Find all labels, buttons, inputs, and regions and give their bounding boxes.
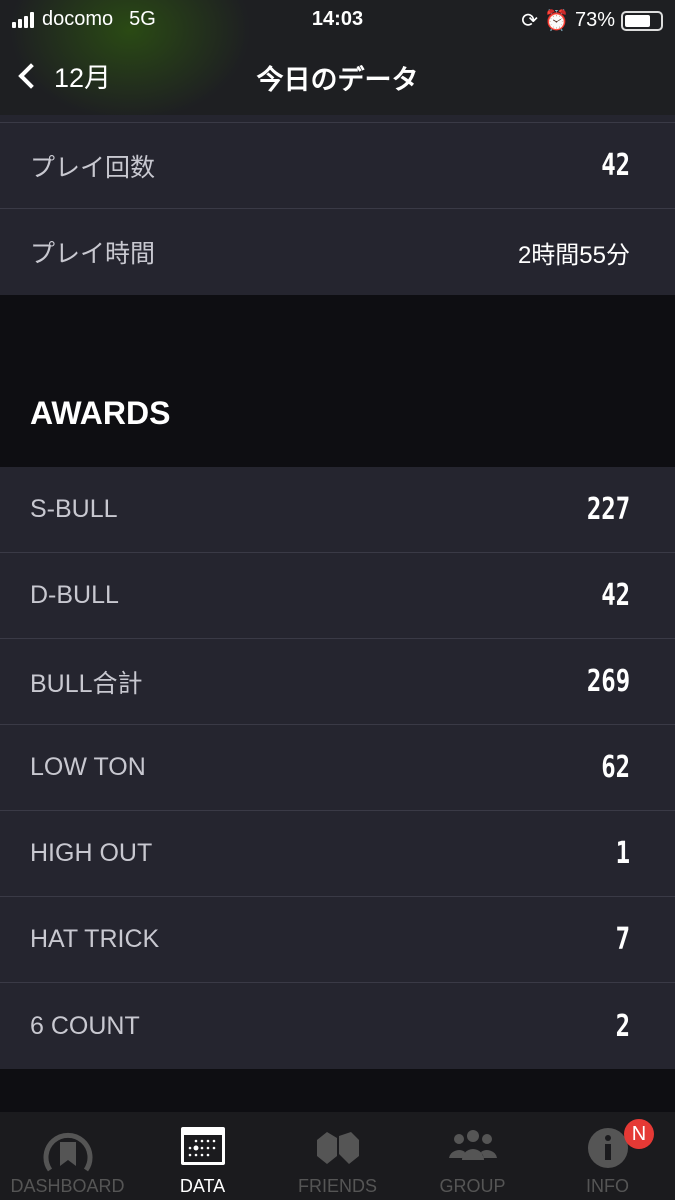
- list-item: HAT TRICK 7: [0, 897, 675, 983]
- item-label: D-BULL: [30, 581, 119, 609]
- network: 5G: [129, 8, 156, 30]
- item-label: LOW TON: [30, 753, 146, 781]
- section-heading: AWARDS: [30, 395, 171, 431]
- notification-badge: N: [624, 1119, 654, 1149]
- item-value: 7: [615, 922, 630, 957]
- calendar-icon: [180, 1127, 225, 1165]
- item-label: HAT TRICK: [30, 925, 160, 953]
- list-item: S-BULL 227: [0, 467, 675, 553]
- carrier: docomo: [42, 8, 114, 30]
- back-label: 12月: [54, 63, 112, 93]
- group-icon: [448, 1130, 497, 1160]
- fist-bump-icon: [316, 1132, 359, 1164]
- tab-data[interactable]: DATA: [135, 1112, 270, 1200]
- battery-percent: 73%: [574, 9, 615, 31]
- summary-list: プレイ回数 42 プレイ時間 2時間55分: [0, 123, 675, 295]
- list-item: HIGH OUT 1: [0, 811, 675, 897]
- list-item: LOW TON 62: [0, 725, 675, 811]
- item-label: BULL合計: [30, 669, 143, 698]
- awards-list: S-BULL 227 D-BULL 42 BULL合計 269 LOW TON 62 H…: [0, 467, 675, 1069]
- item-value: 2時間55分: [517, 241, 630, 269]
- item-label: 6 COUNT: [30, 1011, 140, 1040]
- clock: 14:03: [311, 8, 364, 30]
- item-label: プレイ回数: [30, 153, 156, 182]
- item-label: プレイ時間: [30, 240, 156, 268]
- back-button[interactable]: 12月: [14, 56, 111, 95]
- list-item: プレイ時間 2時間55分: [0, 209, 675, 295]
- item-label: HIGH OUT: [30, 839, 153, 867]
- tab-dashboard[interactable]: DASHBOARD: [0, 1112, 135, 1200]
- item-label: S-BULL: [30, 495, 118, 523]
- list-item: D-BULL 42: [0, 553, 675, 639]
- status-bar: docomo 5G 14:03 ⟳ ⏰ 73%: [0, 6, 675, 32]
- tab-info[interactable]: N INFO: [540, 1112, 675, 1200]
- gauge-icon: [43, 1132, 92, 1172]
- tab-friends[interactable]: FRIENDS: [270, 1112, 405, 1200]
- alarm-icon: ⏰: [544, 10, 569, 32]
- header: docomo 5G 14:03 ⟳ ⏰ 73% 12月 今日のデータ: [0, 0, 675, 115]
- tab-bar: DASHBOARD DATA FRIENDS GROUP N INFO: [0, 1112, 675, 1200]
- item-value: 1: [615, 836, 630, 871]
- page-title: 今日のデータ: [256, 65, 419, 95]
- item-value: 62: [601, 750, 630, 785]
- tab-label: INFO: [586, 1176, 629, 1196]
- item-value: 269: [586, 664, 630, 699]
- tab-label: FRIENDS: [297, 1176, 377, 1196]
- item-value: 227: [586, 492, 630, 527]
- tab-label: DATA: [179, 1176, 226, 1196]
- divider: [0, 115, 675, 123]
- item-value: 2: [615, 1008, 630, 1044]
- list-item: BULL合計 269: [0, 639, 675, 725]
- battery-icon: [621, 10, 663, 31]
- list-item: 6 COUNT 2: [0, 983, 675, 1069]
- item-value: 42: [601, 578, 630, 613]
- signal-icon: [12, 11, 34, 28]
- tab-group[interactable]: GROUP: [405, 1112, 540, 1200]
- nav-bar: 12月 今日のデータ: [0, 50, 675, 100]
- rotation-lock-icon: ⟳: [521, 10, 539, 32]
- tab-label: GROUP: [439, 1176, 506, 1196]
- list-item: プレイ回数 42: [0, 123, 675, 209]
- info-icon: [587, 1128, 628, 1168]
- item-value: 42: [601, 148, 630, 183]
- tab-label: DASHBOARD: [10, 1176, 125, 1196]
